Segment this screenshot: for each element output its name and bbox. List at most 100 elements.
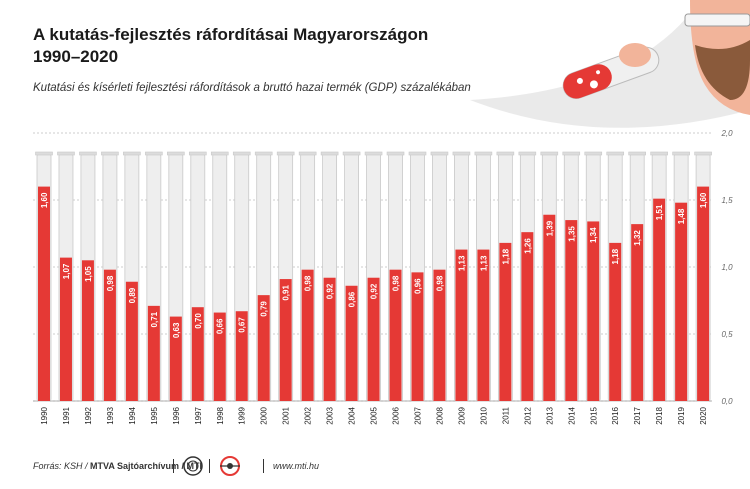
tube-rim (276, 151, 295, 156)
tube-rim (79, 151, 97, 156)
tube-rim (342, 151, 361, 156)
tube-rim (584, 151, 603, 156)
bar (609, 242, 622, 401)
bar (125, 281, 138, 401)
tube-rim (650, 151, 668, 156)
bar (477, 249, 490, 401)
bar-value-label: 0,98 (435, 275, 444, 291)
tube-rim (320, 151, 339, 156)
bar (38, 186, 50, 401)
bar-value-label: 1,18 (501, 248, 510, 264)
bar (653, 198, 666, 401)
x-tick-label: 1993 (106, 406, 115, 424)
x-tick-label: 1998 (216, 406, 225, 424)
bar (367, 277, 380, 401)
x-tick-label: 2008 (435, 406, 444, 424)
bar-value-label: 0,63 (172, 322, 181, 338)
x-tick-label: 2015 (589, 406, 598, 424)
x-tick-label: 2006 (392, 406, 401, 424)
bar (59, 257, 72, 401)
tube-rim (232, 151, 251, 156)
x-tick-label: 2019 (677, 406, 686, 424)
bar (323, 277, 336, 401)
x-tick-label: 2010 (479, 406, 488, 424)
y-tick-label: 2,0 (720, 129, 733, 138)
bar (345, 285, 358, 401)
bar-value-label: 1,26 (523, 238, 532, 254)
bar (455, 249, 468, 401)
bar-value-label: 1,34 (589, 227, 598, 243)
tube-rim (628, 151, 646, 156)
footer: Forrás: KSH / MTVA Sajtóarchívum / MTI w… (33, 455, 733, 477)
bar-value-label: 0,98 (106, 275, 115, 291)
separator (209, 459, 210, 473)
bar-value-label: 1,18 (611, 248, 620, 264)
bar-value-label: 1,60 (40, 192, 49, 208)
bar-value-label: 1,51 (655, 204, 664, 220)
tube-rim (364, 151, 383, 156)
x-tick-label: 2009 (457, 406, 466, 424)
bar (81, 260, 94, 401)
x-tick-label: 2000 (260, 406, 269, 424)
bar (191, 307, 204, 401)
source-prefix: Forrás: KSH / (33, 461, 91, 471)
bar-value-label: 0,91 (282, 285, 291, 301)
bar (697, 186, 710, 401)
tube-rim (672, 151, 690, 156)
tube-rim (518, 151, 537, 156)
x-tick-label: 2014 (567, 406, 576, 424)
bar-value-label: 1,13 (479, 255, 488, 271)
tube-rim (123, 151, 141, 156)
tube-rim (474, 151, 493, 156)
tube-rim (210, 151, 229, 156)
bar (257, 295, 270, 401)
bar-value-label: 0,92 (370, 283, 379, 299)
bar-value-label: 0,98 (304, 275, 313, 291)
tube-rim (562, 151, 581, 156)
x-tick-label: 1997 (194, 406, 203, 424)
bar-value-label: 1,32 (633, 230, 642, 246)
bar-value-label: 1,39 (545, 220, 554, 236)
x-tick-label: 2004 (348, 406, 357, 424)
tube-rim (298, 151, 317, 156)
tube-rim (35, 151, 53, 156)
bar-value-label: 0,96 (413, 278, 422, 294)
mtva-logo-icon (183, 456, 203, 476)
tube-rim (254, 151, 273, 156)
source-credit: Forrás: KSH / MTVA Sajtóarchívum / MTI (33, 461, 202, 471)
bar (411, 272, 424, 401)
y-tick-label: 0,0 (721, 397, 733, 406)
bar-value-label: 0,71 (150, 311, 159, 327)
bar-value-label: 0,70 (194, 313, 203, 329)
bar (631, 224, 644, 401)
bar-value-label: 1,60 (699, 192, 708, 208)
bar-value-label: 0,66 (216, 318, 225, 334)
bar (301, 269, 314, 401)
bar (213, 312, 226, 401)
x-tick-label: 2020 (699, 406, 708, 424)
x-tick-label: 2003 (326, 406, 335, 424)
bar (521, 232, 534, 401)
bar (169, 316, 182, 401)
bar (433, 269, 446, 401)
x-tick-label: 1995 (150, 406, 159, 424)
bar (499, 242, 512, 401)
x-tick-label: 1992 (84, 406, 93, 424)
x-tick-label: 2013 (545, 406, 554, 424)
bar (543, 214, 556, 401)
tube-rim (57, 151, 75, 156)
tube-rim (430, 151, 449, 156)
chart-subtitle: Kutatási és kísérleti fejlesztési ráford… (33, 82, 471, 94)
bar-value-label: 0,86 (348, 291, 357, 307)
x-tick-label: 1990 (40, 406, 49, 424)
x-tick-label: 2016 (611, 406, 620, 424)
bar (587, 221, 600, 401)
bar-value-label: 1,35 (567, 226, 576, 242)
tube-rim (606, 151, 625, 156)
bar-value-label: 0,67 (238, 317, 247, 333)
x-tick-label: 2002 (304, 406, 313, 424)
tube-rim (101, 151, 119, 156)
x-tick-label: 2007 (413, 406, 422, 424)
title-line1: A kutatás-fejlesztés ráfordításai Magyar… (33, 25, 429, 44)
